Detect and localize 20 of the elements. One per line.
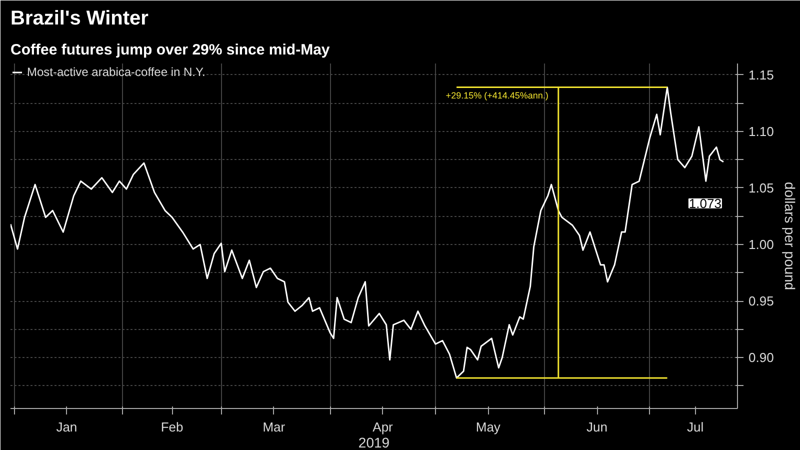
y-tick-label: 0.90 bbox=[748, 350, 774, 366]
x-tick-label: Mar bbox=[262, 420, 286, 434]
y-tick-label: 1.05 bbox=[748, 180, 774, 196]
x-axis-title: 2019 bbox=[358, 434, 390, 450]
annotation: +29.15% (+414.45%ann.) bbox=[446, 90, 548, 100]
y-axis-title: dollars per pound bbox=[782, 182, 798, 290]
x-tick-label: May bbox=[476, 420, 501, 434]
chart-title: Brazil's Winter bbox=[10, 8, 149, 30]
x-tick-label: Jun bbox=[586, 420, 608, 434]
y-tick-label: 1.15 bbox=[748, 67, 774, 82]
x-tick-label: Jul bbox=[687, 420, 704, 434]
x-tick-label: Feb bbox=[160, 420, 184, 434]
annotation: 1.073 bbox=[688, 196, 722, 211]
y-tick-label: 1.10 bbox=[748, 124, 774, 139]
x-tick-label: Apr bbox=[372, 420, 394, 434]
chart-subtitle: Coffee futures jump over 29% since mid-May bbox=[10, 42, 330, 58]
y-tick-label: 1.00 bbox=[748, 236, 774, 252]
y-tick-label: 0.95 bbox=[748, 294, 774, 309]
x-tick-label: Jan bbox=[56, 420, 78, 434]
legend-label: Most-active arabica-coffee in N.Y. bbox=[27, 65, 206, 79]
